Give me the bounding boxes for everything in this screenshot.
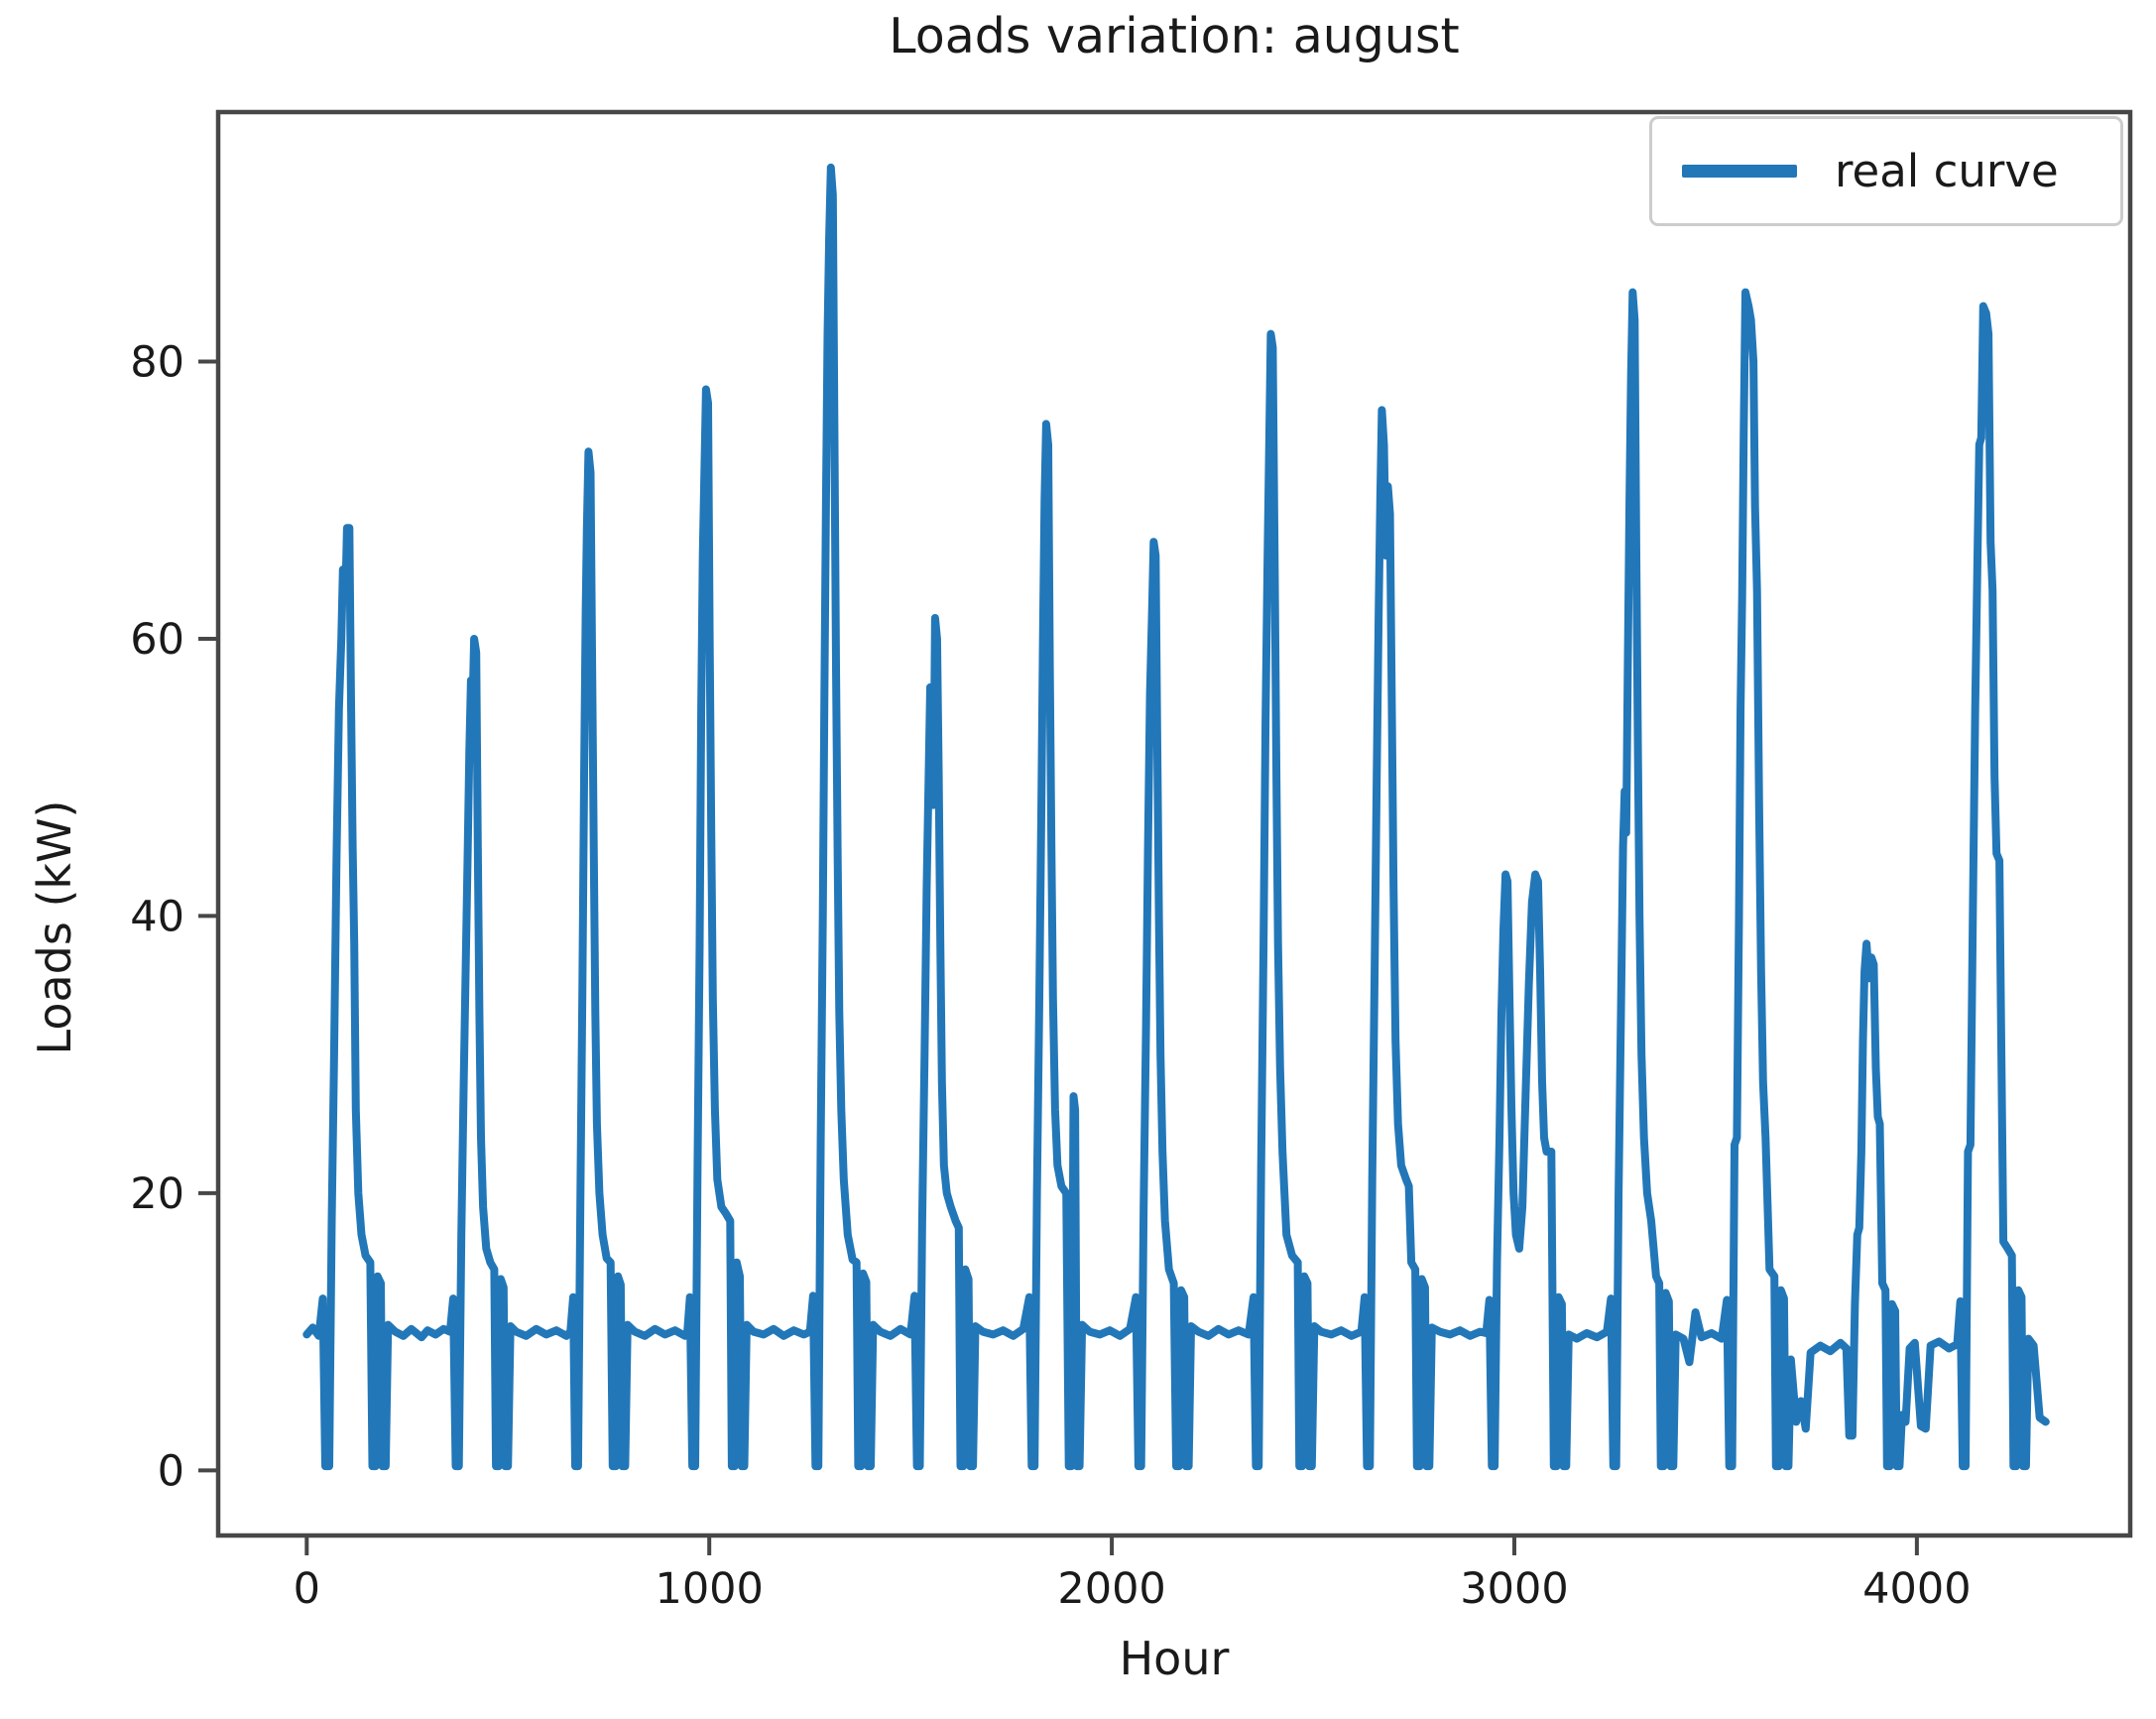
y-tick-label: 80 [130,338,184,388]
chart-title: Loads variation: august [889,8,1460,64]
legend-label: real curve [1835,145,2059,197]
x-tick-label: 2000 [1057,1564,1165,1614]
x-tick-label: 3000 [1460,1564,1568,1614]
y-tick-label: 0 [158,1446,184,1496]
x-tick-label: 0 [294,1564,320,1614]
y-tick-label: 40 [130,892,184,941]
x-axis-ticks: 0 1000 2000 3000 4000 [294,1537,1972,1614]
y-axis-label: Loads (kW) [28,799,81,1055]
y-tick-label: 20 [130,1169,184,1219]
legend: real curve [1649,116,2123,226]
plot-frame [215,109,2133,1538]
y-axis-ticks: 0 20 40 60 80 [130,338,216,1496]
legend-line-sample-icon [1682,165,1797,178]
x-axis-label: Hour [1119,1632,1230,1685]
x-tick-label: 4000 [1862,1564,1971,1614]
y-tick-label: 60 [130,615,184,665]
x-tick-label: 1000 [655,1564,763,1614]
data-line-real-curve [302,163,2050,1471]
